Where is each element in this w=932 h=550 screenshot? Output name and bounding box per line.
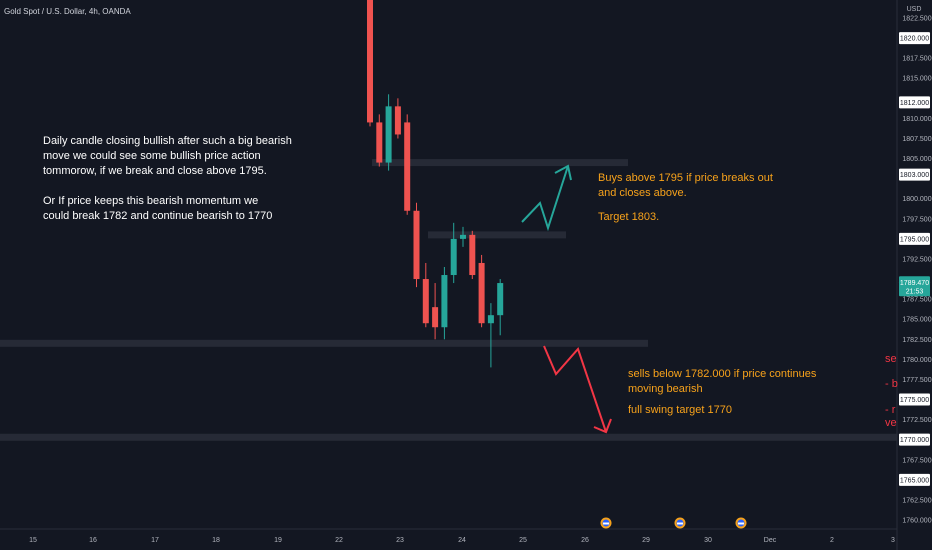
candle-body (487, 315, 494, 324)
event-icon (603, 522, 609, 525)
price-tick-label: 1767.500 (902, 457, 931, 464)
bearish-arrow-head (593, 418, 612, 434)
price-tick-label: 1800.000 (902, 196, 931, 203)
cut-off-note-line: se (885, 353, 897, 365)
date-tick-label: 18 (212, 537, 220, 544)
candle-body (441, 275, 448, 328)
bullish-projection-arrow (521, 165, 569, 232)
level-bands (0, 159, 897, 441)
date-tick-label: 15 (29, 537, 37, 544)
price-level-label-box (899, 96, 930, 109)
date-tick-label: 24 (458, 537, 466, 544)
date-tick-label: 29 (642, 537, 650, 544)
date-tick-label: Dec (764, 537, 777, 544)
candle-body (497, 283, 504, 316)
price-tick-label: 1760.000 (902, 518, 931, 525)
candle-body (450, 238, 457, 276)
price-tick-label: 1822.500 (902, 16, 931, 23)
price-tick-label: 1762.500 (902, 497, 931, 504)
price-tick-label: 1805.000 (902, 156, 931, 163)
sell-note: sells below 1782.000 if price continues … (628, 368, 817, 395)
price-tick-label: 1782.500 (902, 337, 931, 344)
candle-body (404, 122, 411, 211)
currency-label: USD (907, 6, 922, 13)
price-level-label-box (899, 433, 930, 446)
candle-body (422, 279, 429, 324)
candle-body (385, 106, 392, 163)
candle-body (460, 234, 466, 239)
date-tick-label: 3 (891, 537, 895, 544)
cut-off-note-line: ve (885, 417, 897, 429)
price-level-label: 1775.000 (900, 397, 929, 404)
countdown-label: 21:53 (906, 288, 924, 295)
date-tick-label: 26 (581, 537, 589, 544)
date-tick-label: 30 (704, 537, 712, 544)
level-band-resistance-zone (372, 159, 628, 167)
analysis-note: Daily candle closing bullish after such … (43, 135, 292, 222)
price-tick-label: 1817.500 (902, 56, 931, 63)
candle-body (413, 210, 420, 280)
event-icon (677, 522, 683, 525)
candles (367, 0, 504, 368)
price-tick-label: 1797.500 (902, 216, 931, 223)
date-tick-label: 23 (396, 537, 404, 544)
candle-body (478, 262, 485, 324)
price-tick-label: 1815.000 (902, 76, 931, 83)
price-level-label-box (899, 168, 930, 181)
price-tick-label: 1777.500 (902, 377, 931, 384)
bearish-projection-arrow (543, 345, 607, 433)
cut-off-note-line: - b (885, 378, 898, 390)
level-band-breakout-level (428, 231, 566, 239)
price-level-label: 1812.000 (900, 100, 929, 107)
price-axis[interactable]: USD 1822.500 1817.500 1815.000 1810.000 1807… (896, 0, 932, 550)
cut-off-note-line: - r (885, 404, 896, 416)
buy-note: Buys above 1795 if price breaks out and … (598, 172, 773, 199)
candle-body (469, 234, 476, 276)
candle-body (376, 122, 383, 163)
event-markers (600, 517, 747, 529)
sell-target-note: full swing target 1770 (628, 404, 732, 416)
date-tick-label: 17 (151, 537, 159, 544)
buy-target-note: Target 1803. (598, 211, 660, 223)
price-level-label: 1765.000 (900, 477, 929, 484)
date-tick-label: 22 (335, 537, 343, 544)
projection-arrows (521, 164, 612, 434)
price-tick-label: 1780.000 (902, 357, 931, 364)
price-level-label: 1795.000 (900, 236, 929, 243)
price-tick-label: 1810.000 (902, 116, 931, 123)
current-price-label: 1789.470 (900, 280, 929, 287)
date-tick-label: 19 (274, 537, 282, 544)
price-level-label-box (899, 473, 930, 486)
symbol-title[interactable]: Gold Spot / U.S. Dollar, 4h, OANDA (4, 7, 131, 16)
date-tick-label: 2 (830, 537, 834, 544)
candle-body (394, 106, 401, 135)
price-tick-label: 1785.000 (902, 317, 931, 324)
candle-body (367, 0, 373, 123)
level-band-support-level (0, 339, 648, 347)
candle-body (432, 307, 439, 328)
price-level-label-box (899, 393, 930, 406)
level-band-target-1770 (0, 433, 897, 441)
price-tick-label: 1792.500 (902, 256, 931, 263)
price-tick-label: 1772.500 (902, 417, 931, 424)
time-axis[interactable]: 15 16 17 18 19 22 23 24 25 26 29 30 Dec 2 3 (0, 528, 897, 544)
price-level-label: 1820.000 (900, 36, 929, 43)
price-level-label-box (899, 232, 930, 245)
current-price-box (899, 276, 930, 297)
price-level-label: 1770.000 (900, 437, 929, 444)
price-level-label-box (899, 32, 930, 45)
event-icon (738, 522, 744, 525)
price-tick-label: 1807.500 (902, 136, 931, 143)
price-tick-label: 1787.500 (902, 297, 931, 304)
date-tick-label: 25 (519, 537, 527, 544)
date-tick-label: 16 (89, 537, 97, 544)
bullish-arrow-head (554, 164, 572, 181)
price-level-label: 1803.000 (900, 172, 929, 179)
